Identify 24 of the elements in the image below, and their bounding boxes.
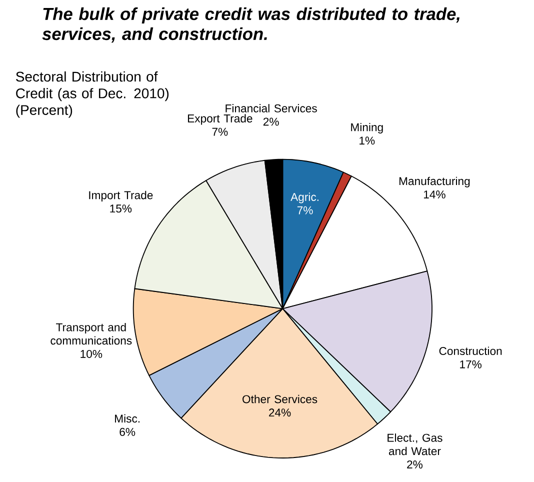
data-label: 2% (407, 460, 423, 468)
slice-label: Export Trade (188, 114, 252, 125)
slice-label: Misc. (115, 414, 140, 423)
chart-subtitle: Sectoral Distribution of Credit (as of Dec. 2010) (Percent) (16, 71, 169, 118)
data-label: 2% (263, 118, 279, 126)
data-label: 7% (212, 128, 228, 136)
chart-title: The bulk of private credit was distributed to trade, services, and construction. (42, 7, 460, 43)
data-label: 14% (424, 190, 446, 198)
slice-label: Import Trade (89, 190, 153, 202)
data-label: 10% (80, 350, 102, 358)
slice-label: Transport and communications (50, 322, 132, 345)
data-label: 1% (360, 136, 375, 145)
slice-label: Agric. (290, 192, 318, 204)
slice-label: Construction (439, 346, 502, 356)
data-label: 7% (297, 206, 313, 214)
slice-label: Elect., Gas and Water (388, 434, 442, 456)
slice-label: Mining (351, 122, 383, 134)
data-label: 6% (120, 428, 136, 436)
slice-label: Other Services (242, 394, 318, 404)
data-label: 17% (460, 360, 482, 368)
data-label: 15% (110, 204, 132, 213)
slice-label: Financial Services (226, 104, 317, 112)
data-label: 24% (269, 408, 291, 416)
slice-label: Manufacturing (399, 176, 470, 188)
